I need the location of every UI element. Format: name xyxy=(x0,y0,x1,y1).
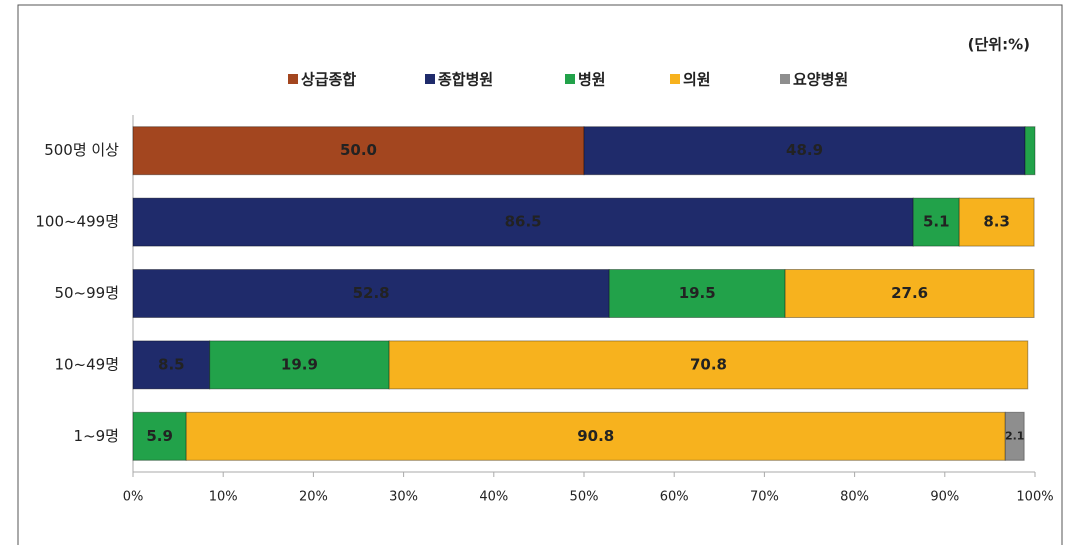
x-tick-label: 100% xyxy=(1016,490,1053,505)
bar-segment xyxy=(1024,126,1036,176)
y-tick-label: 10~49명 xyxy=(54,355,119,373)
value-label: 50.0 xyxy=(340,141,377,159)
value-label: 27.6 xyxy=(891,284,928,302)
value-label: 19.5 xyxy=(679,284,716,302)
value-label: 2.1 xyxy=(1005,429,1025,442)
x-tick-label: 50% xyxy=(570,490,599,505)
y-tick-label: 100~499명 xyxy=(35,213,119,231)
unit-note: (단위:%) xyxy=(968,36,1030,54)
value-label: 52.8 xyxy=(353,284,390,302)
bar-segment xyxy=(132,269,610,318)
y-tick-label: 500명 이상 xyxy=(44,141,119,159)
x-tick-label: 30% xyxy=(389,490,418,505)
value-label: 5.1 xyxy=(923,213,950,231)
value-label: 90.8 xyxy=(577,427,614,445)
bar-segment xyxy=(132,126,585,176)
value-label: 5.9 xyxy=(146,427,173,445)
value-label: 8.5 xyxy=(158,355,185,373)
x-tick-label: 0% xyxy=(123,490,144,505)
value-label: 8.3 xyxy=(983,213,1010,231)
bar-segment xyxy=(1004,411,1025,461)
legend-label: 상급종합 xyxy=(301,71,356,89)
x-tick-label: 40% xyxy=(479,490,508,505)
legend-label: 종합병원 xyxy=(438,71,493,89)
legend-label: 의원 xyxy=(683,71,711,89)
y-tick-label: 50~99명 xyxy=(54,284,119,302)
x-tick-label: 70% xyxy=(750,490,779,505)
x-tick-label: 20% xyxy=(299,490,328,505)
bar-segment xyxy=(185,411,1006,461)
bar-segment xyxy=(132,340,211,390)
legend-swatch xyxy=(425,74,435,84)
legend-swatch xyxy=(670,74,680,84)
legend-swatch xyxy=(565,74,575,84)
bar-segment xyxy=(608,269,786,318)
x-tick-label: 10% xyxy=(209,490,238,505)
bar-segment xyxy=(958,197,1035,247)
value-label: 48.9 xyxy=(786,141,823,159)
legend-swatch xyxy=(288,74,298,84)
value-label: 19.9 xyxy=(281,355,318,373)
y-tick-label: 1~9명 xyxy=(74,427,119,445)
bar-segment xyxy=(132,197,914,247)
legend-label: 요양병원 xyxy=(793,71,848,89)
value-label: 70.8 xyxy=(690,355,727,373)
bar-segment xyxy=(388,340,1029,390)
x-tick-label: 60% xyxy=(660,490,689,505)
bar-segment xyxy=(209,340,390,390)
x-tick-label: 80% xyxy=(840,490,869,505)
legend-swatch xyxy=(780,74,790,84)
x-tick-label: 90% xyxy=(930,490,959,505)
bar-segment xyxy=(583,126,1026,176)
bar-segment xyxy=(784,269,1035,318)
legend-label: 병원 xyxy=(578,71,606,89)
value-label: 86.5 xyxy=(505,213,542,231)
